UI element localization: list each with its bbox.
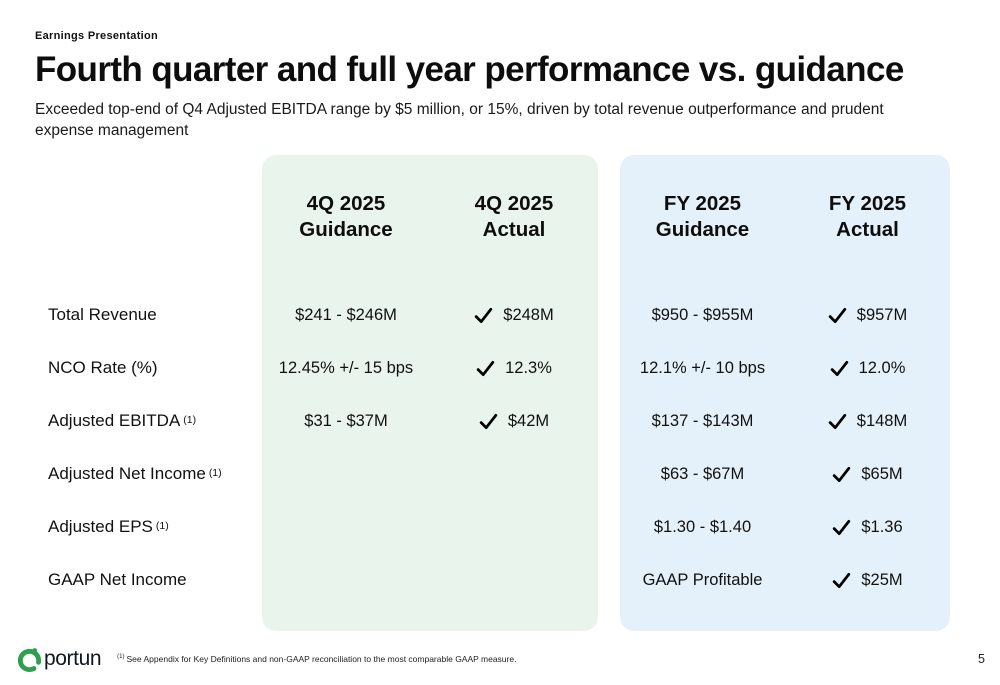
fy-actual-adjusted-eps: $1.36	[785, 501, 950, 554]
fy-actual-nco-rate: 12.0%	[785, 342, 950, 395]
footnote-sup: (1)	[117, 654, 125, 661]
row-label-adjusted-eps: Adjusted EPS (1)	[48, 501, 262, 554]
value-text: 12.0%	[858, 358, 906, 377]
value-text: $31 - $37M	[304, 411, 388, 430]
header-line-2: Guidance	[299, 218, 393, 242]
check-icon	[479, 413, 498, 430]
comparison-table: Total Revenue NCO Rate (%) Adjusted EBIT…	[48, 154, 965, 631]
check-icon	[832, 466, 851, 483]
fy-actual-adjusted-ebitda: $148M	[785, 395, 950, 448]
check-icon	[830, 360, 849, 377]
value-text: $248M	[503, 305, 554, 324]
fy-guidance-total-revenue: $950 - $955M	[620, 289, 785, 342]
q4-actual-adjusted-net-income	[430, 448, 598, 501]
eyebrow-label: Earnings Presentation	[35, 30, 159, 42]
q4-actual-adjusted-eps	[430, 501, 598, 554]
header-line-1: 4Q 2025	[306, 191, 386, 215]
header-line-1: FY 2025	[828, 191, 907, 215]
value-text: $1.30 - $1.40	[653, 517, 752, 536]
header-line-2: Guidance	[655, 218, 750, 242]
header-line-1: FY 2025	[663, 191, 742, 215]
row-label-text: Adjusted Net Income	[48, 464, 206, 484]
check-icon	[832, 572, 851, 589]
value-text: $137 - $143M	[651, 411, 754, 430]
fy-actual-total-revenue: $957M	[785, 289, 950, 342]
q4-guidance-nco-rate: 12.45% +/- 15 bps	[262, 342, 430, 395]
q4-actual-total-revenue: $248M	[430, 289, 598, 342]
fy-guidance-nco-rate: 12.1% +/- 10 bps	[620, 342, 785, 395]
q4-2025-panel: 4Q 2025 Guidance 4Q 2025 Actual $241 - $…	[262, 154, 598, 631]
row-label-text: NCO Rate (%)	[48, 358, 158, 378]
row-label-text: Adjusted EBITDA	[48, 411, 181, 431]
q4-guidance-adjusted-ebitda: $31 - $37M	[262, 395, 430, 448]
row-label-sup: (1)	[155, 520, 169, 533]
q4-actual-adjusted-ebitda: $42M	[430, 395, 598, 448]
fy-guidance-header: FY 2025 Guidance	[620, 155, 785, 289]
page-title: Fourth quarter and full year performance…	[35, 50, 904, 89]
q4-guidance-total-revenue: $241 - $246M	[262, 289, 430, 342]
value-text: GAAP Profitable	[642, 570, 763, 589]
row-label-text: Total Revenue	[48, 305, 157, 325]
check-icon	[828, 307, 847, 324]
subtitle: Exceeded top-end of Q4 Adjusted EBITDA r…	[35, 101, 884, 140]
check-icon	[828, 413, 847, 430]
value-text: $148M	[856, 411, 908, 430]
row-labels-column: Total Revenue NCO Rate (%) Adjusted EBIT…	[48, 155, 262, 631]
row-label-adjusted-net-income: Adjusted Net Income (1)	[48, 448, 262, 501]
value-text: 12.1% +/- 10 bps	[639, 358, 766, 377]
fy-guidance-adjusted-eps: $1.30 - $1.40	[620, 501, 785, 554]
page-number: 5	[978, 652, 985, 666]
q4-actual-nco-rate: 12.3%	[430, 342, 598, 395]
row-label-adjusted-ebitda: Adjusted EBITDA (1)	[48, 395, 262, 448]
q4-guidance-adjusted-eps	[262, 501, 430, 554]
fy-actual-adjusted-net-income: $65M	[785, 448, 950, 501]
value-text: $957M	[856, 305, 908, 324]
value-text: $25M	[861, 570, 903, 589]
check-icon	[476, 360, 495, 377]
fy-actual-header: FY 2025 Actual	[785, 155, 950, 289]
oportun-logo-icon	[16, 646, 43, 673]
check-icon	[474, 307, 493, 324]
value-text: 12.45% +/- 15 bps	[278, 358, 414, 377]
value-text: $42M	[507, 411, 550, 430]
value-text: $63 - $67M	[660, 464, 745, 483]
header-line-2: Actual	[482, 218, 546, 242]
q4-guidance-header: 4Q 2025 Guidance	[262, 155, 430, 289]
footnote-text: See Appendix for Key Definitions and non…	[126, 654, 517, 664]
header-line-2: Actual	[836, 218, 899, 242]
footnote: (1) See Appendix for Key Definitions and …	[117, 654, 516, 664]
row-label-gaap-net-income: GAAP Net Income	[48, 554, 262, 607]
oportun-logo: portun	[16, 646, 102, 673]
fy-2025-panel: FY 2025 Guidance FY 2025 Actual $950 - $…	[620, 154, 950, 631]
q4-guidance-gaap-net-income	[262, 554, 430, 607]
row-label-sup: (1)	[183, 414, 197, 427]
slide-footer: portun (1) See Appendix for Key Definitio…	[16, 641, 985, 677]
row-label-sup: (1)	[208, 467, 222, 480]
value-text: $241 - $246M	[295, 305, 397, 324]
fy-guidance-gaap-net-income: GAAP Profitable	[620, 554, 785, 607]
oportun-logo-text: portun	[44, 647, 102, 670]
value-text: $950 - $955M	[651, 305, 754, 324]
fy-guidance-adjusted-net-income: $63 - $67M	[620, 448, 785, 501]
row-label-text: GAAP Net Income	[48, 570, 187, 590]
value-text: $1.36	[861, 517, 903, 536]
row-label-nco-rate: NCO Rate (%)	[48, 342, 262, 395]
fy-guidance-adjusted-ebitda: $137 - $143M	[620, 395, 785, 448]
row-label-text: Adjusted EPS	[48, 517, 153, 537]
value-text: $65M	[861, 464, 903, 483]
check-icon	[832, 519, 851, 536]
q4-actual-header: 4Q 2025 Actual	[430, 155, 598, 289]
q4-guidance-adjusted-net-income	[262, 448, 430, 501]
value-text: 12.3%	[505, 358, 552, 377]
header-line-1: 4Q 2025	[474, 191, 554, 215]
row-label-total-revenue: Total Revenue	[48, 289, 262, 342]
q4-actual-gaap-net-income	[430, 554, 598, 607]
fy-actual-gaap-net-income: $25M	[785, 554, 950, 607]
